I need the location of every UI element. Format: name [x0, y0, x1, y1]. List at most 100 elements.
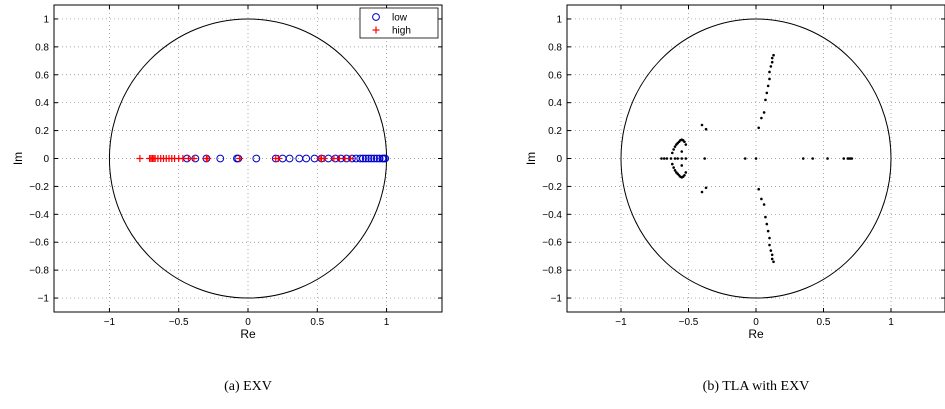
data-point: [757, 187, 760, 191]
data-point: [768, 236, 771, 240]
data-point: [762, 111, 766, 114]
data-point-low: [285, 154, 294, 163]
y-tick-label: 1: [43, 14, 49, 25]
data-point: [669, 157, 673, 160]
data-point: [772, 53, 775, 57]
data-point-low: [364, 154, 373, 163]
unit-circle: [108, 18, 388, 299]
y-tick-label: −1: [551, 294, 563, 305]
data-point-high: [136, 155, 144, 162]
y-tick-label: −1: [38, 294, 50, 305]
data-point: [770, 56, 774, 60]
data-point-high: [274, 155, 282, 162]
data-point: [700, 190, 704, 194]
x-tick-label: −1: [615, 317, 627, 328]
data-point-high: [190, 155, 198, 162]
x-tick-label: 0.5: [817, 317, 831, 328]
data-point: [665, 157, 669, 160]
data-point: [811, 157, 814, 160]
y-tick-label: −0.8: [542, 266, 562, 277]
data-point: [760, 116, 763, 120]
data-point: [671, 151, 674, 155]
data-point: [671, 162, 674, 166]
data-point: [769, 249, 773, 252]
y-tick-label: −0.2: [29, 182, 49, 193]
y-tick-label: −0.4: [542, 210, 562, 221]
x-tick-label: 1: [888, 317, 894, 328]
data-point-low: [370, 154, 379, 163]
y-axis-label: Im: [11, 152, 25, 165]
x-tick-label: −1: [104, 317, 116, 328]
data-point: [680, 150, 684, 153]
legend-box: [359, 7, 439, 39]
data-point: [770, 257, 774, 261]
data-point: [684, 143, 688, 146]
x-tick-label: 1: [384, 317, 390, 328]
data-point: [683, 140, 686, 144]
panel-caption: (b) TLA with EXV: [703, 379, 810, 394]
data-point: [662, 157, 666, 160]
data-point: [676, 157, 679, 160]
data-point: [765, 222, 769, 226]
y-tick-label: −0.6: [542, 238, 562, 249]
y-tick-label: 0: [43, 154, 49, 165]
legend: low high: [359, 7, 439, 39]
data-point: [772, 260, 775, 264]
data-point: [850, 157, 854, 160]
y-tick-label: 0.8: [35, 42, 49, 53]
data-point: [683, 173, 686, 177]
data-point: [704, 127, 708, 131]
data-point-low: [252, 154, 261, 163]
y-tick-label: −0.2: [542, 182, 562, 193]
data-point: [764, 215, 767, 219]
y-tick-label: −0.6: [29, 238, 49, 249]
data-point: [680, 157, 684, 160]
data-point: [672, 148, 675, 151]
data-point-low: [216, 154, 225, 163]
x-axis-label: Re: [748, 327, 764, 341]
y-axis-label: Im: [524, 152, 538, 165]
y-tick-label: 0.4: [548, 98, 562, 109]
data-point: [684, 171, 688, 174]
data-point: [826, 157, 829, 160]
panel-a: −1 −0.5 0 0.5 1 −1 −0.8 −0.6 −0.4 −0.2 0 0.2 0.4 0.6 0…: [11, 4, 443, 394]
data-point-low: [356, 154, 365, 163]
data-point-low: [361, 154, 370, 163]
y-tick-label: −0.4: [29, 210, 49, 221]
x-tick-label: 0.5: [310, 317, 324, 328]
legend-marker-low: [372, 13, 380, 21]
data-point: [684, 157, 688, 160]
data-point-low: [381, 154, 390, 163]
data-point-high: [320, 155, 328, 162]
data-point: [801, 157, 805, 160]
data-point-low: [302, 154, 311, 163]
data-point: [842, 157, 846, 160]
panel-b: −1 −0.5 0 0.5 1 −1 −0.8 −0.6 −0.4 −0.2 0 0.2 0.4 0.6 0…: [524, 4, 945, 394]
legend-label-high: high: [392, 26, 411, 37]
data-point-high: [347, 155, 355, 162]
data-point: [672, 166, 675, 169]
data-point: [704, 186, 708, 190]
data-point: [703, 157, 706, 160]
data-point: [673, 169, 677, 172]
y-tick-label: 0.2: [548, 126, 562, 137]
data-point: [770, 60, 774, 64]
y-tick-label: 0.8: [548, 42, 562, 53]
data-point-low: [375, 154, 384, 163]
data-point-low: [359, 154, 367, 163]
y-tick-label: 0.4: [35, 98, 49, 109]
data-point-high: [236, 155, 244, 162]
x-tick-label: 0: [245, 317, 251, 328]
data-point-high: [204, 155, 212, 162]
panel-caption: (a) EXV: [224, 379, 272, 394]
data-point: [764, 98, 767, 102]
data-point: [673, 145, 677, 148]
data-point: [757, 126, 760, 130]
data-point: [765, 91, 769, 95]
y-tick-label: 1: [556, 14, 562, 25]
x-tick-label: 0: [753, 317, 759, 328]
y-tick-label: −0.8: [29, 266, 49, 277]
data-point: [770, 253, 774, 257]
data-point: [743, 157, 747, 160]
